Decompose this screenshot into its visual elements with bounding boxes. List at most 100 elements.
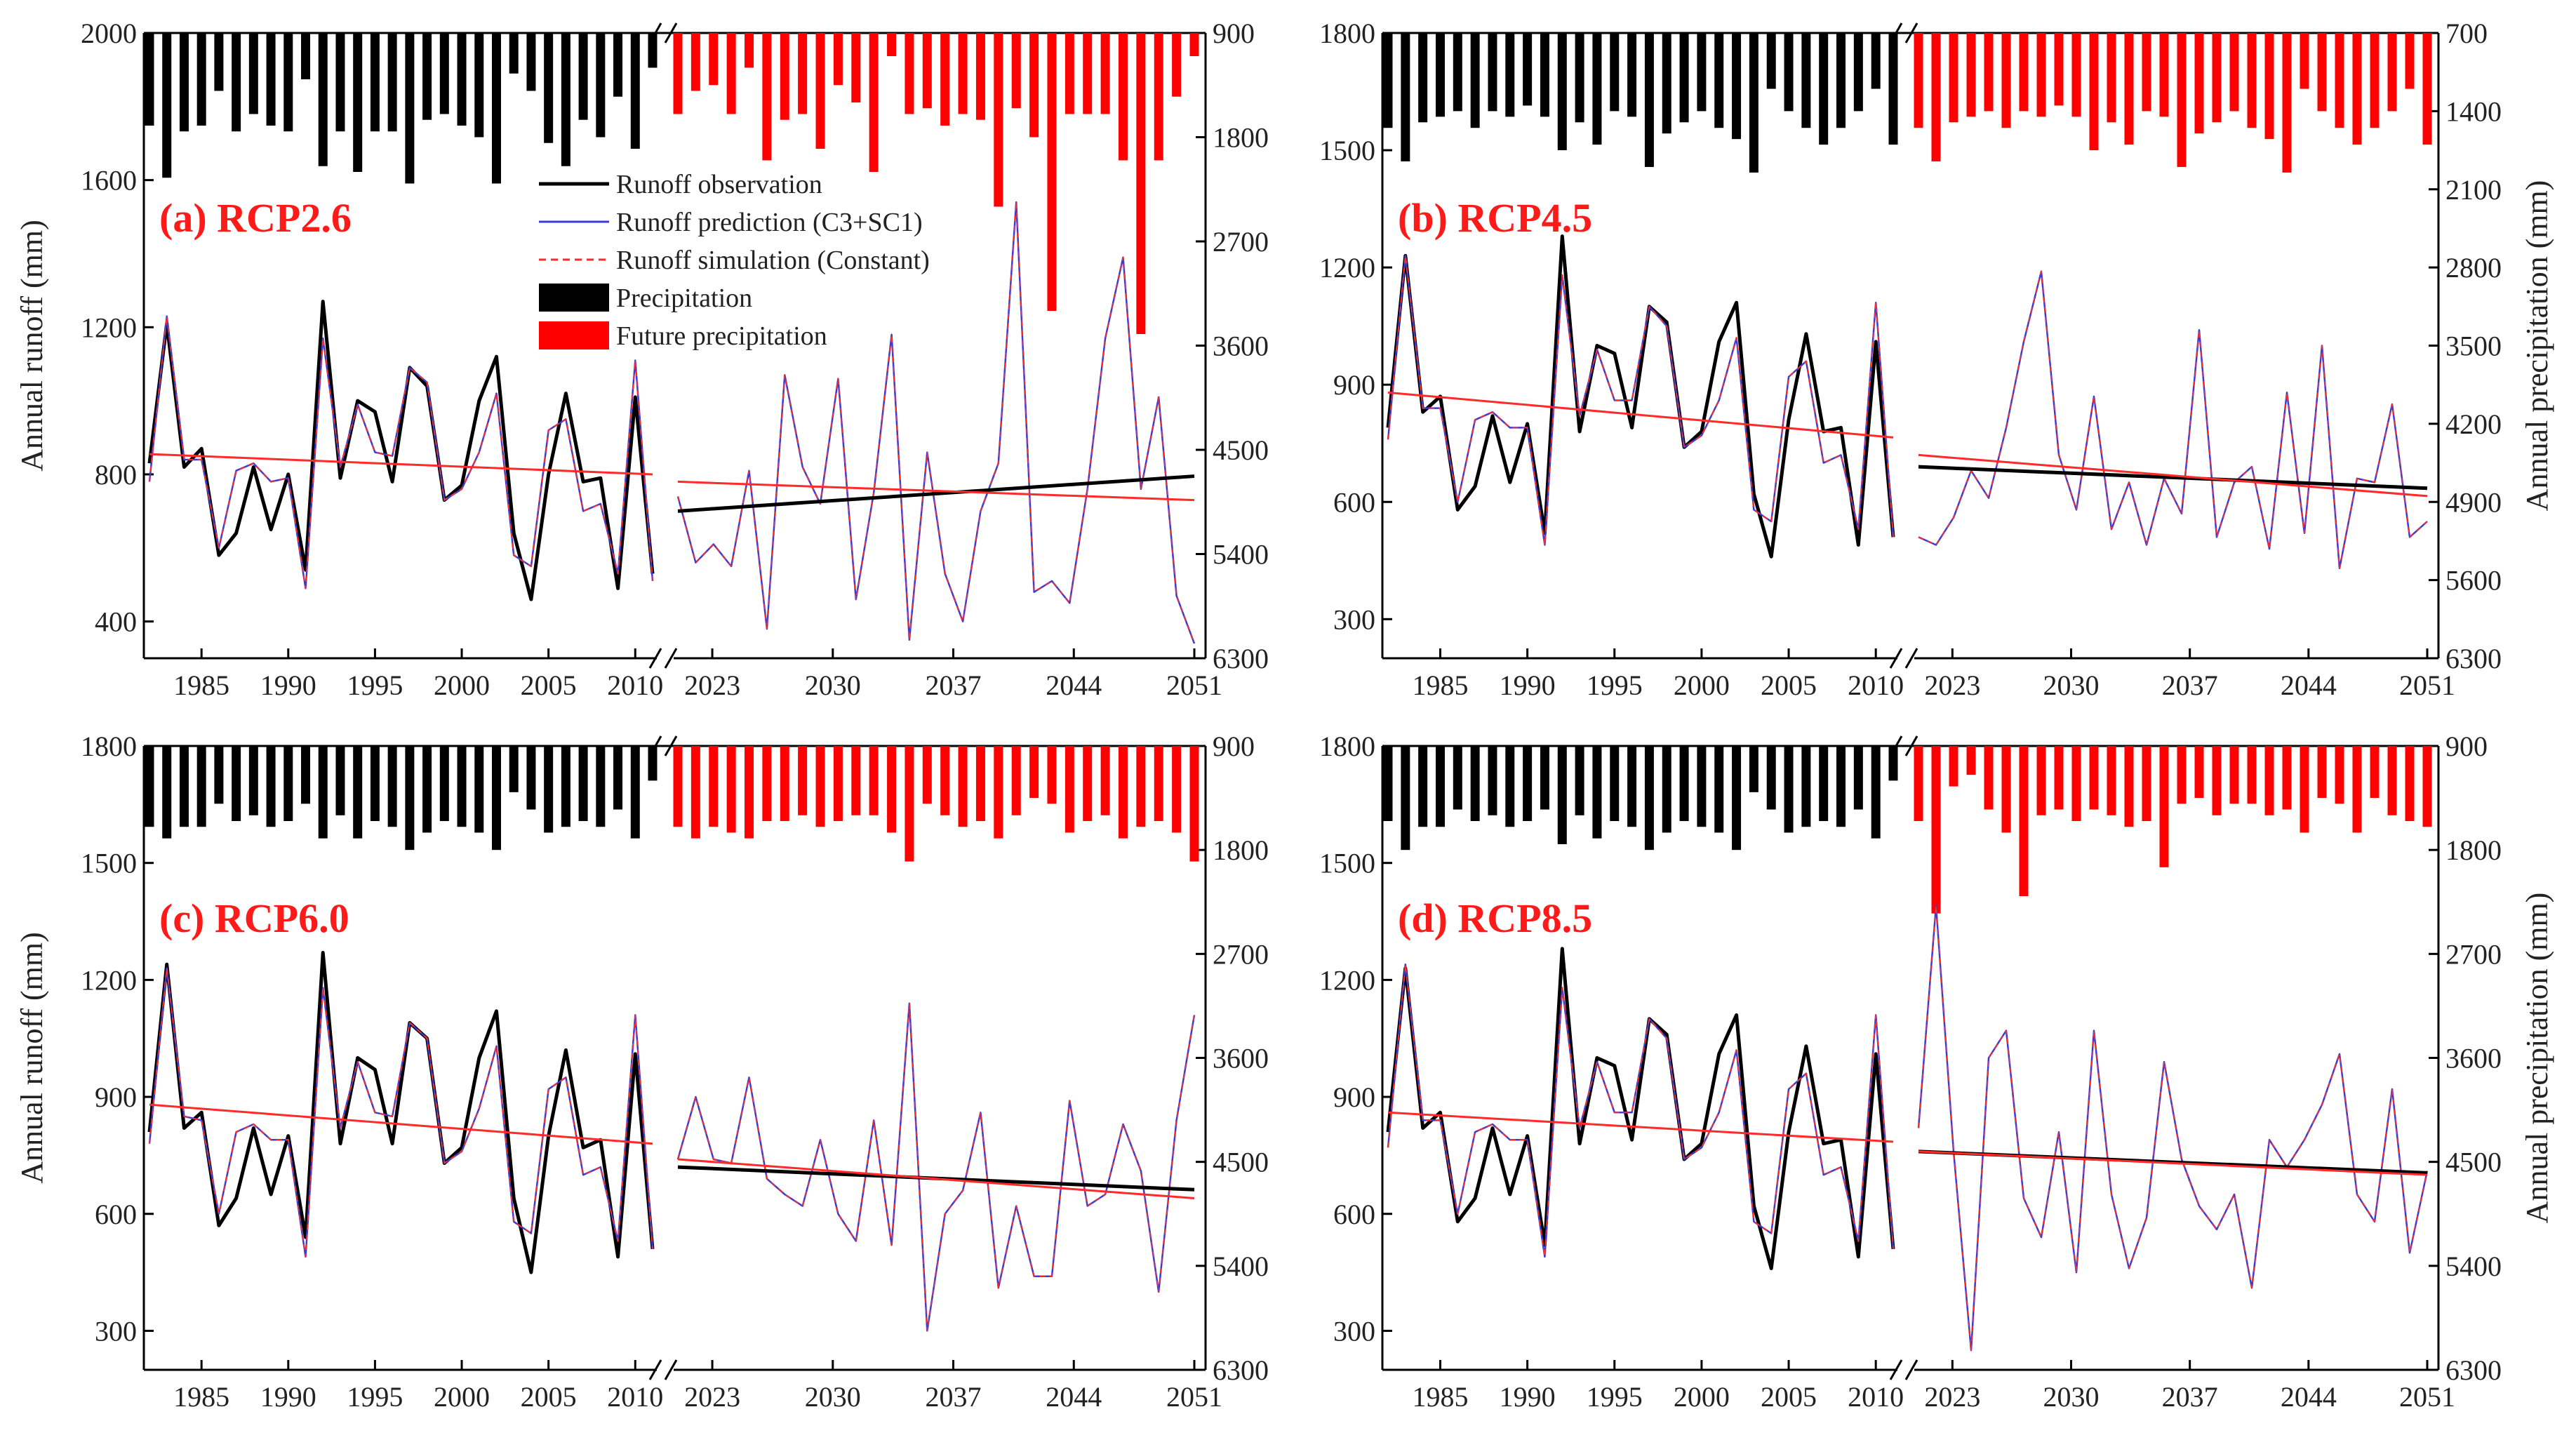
runoff-tick-label: 1500 [1319,135,1375,166]
precip-bar-hist [648,33,658,68]
precip-bar-future [1172,33,1182,97]
precip-bar-hist [1401,33,1410,161]
precip-bar-future [1154,746,1163,822]
runoff-tick-label: 600 [1333,1199,1375,1230]
precip-tick-label: 5400 [1213,539,1269,571]
year-tick-label: 1995 [347,669,403,701]
runoff-tick-label: 1200 [1319,964,1375,996]
precip-bar-future [1949,746,1958,787]
year-tick-label: 2030 [805,669,861,701]
precip-bar-hist [232,746,241,822]
precip-bar-hist [318,746,328,839]
precip-bar-hist [1697,33,1707,112]
precip-bar-future [994,746,1003,839]
precip-bar-future [2054,33,2064,106]
precip-bar-future [2300,746,2309,833]
runoff-tick-label: 300 [1333,604,1375,635]
precip-bar-future [2194,33,2204,134]
precip-bar-future [673,746,683,827]
break-mark-bottom-b [664,648,678,669]
precip-tick-label: 2700 [1213,226,1269,258]
panel-label: (b) RCP4.5 [1398,195,1592,241]
runoff-tick-label: 1200 [81,964,137,996]
year-tick-label: 1995 [1587,1381,1643,1413]
precip-tick-label: 900 [1213,18,1255,49]
precip-tick-label: 1800 [1213,834,1269,866]
precip-bar-hist [1435,33,1445,117]
precip-bar-hist [1679,746,1689,822]
precip-bar-hist [491,746,501,851]
year-tick-label: 2044 [1046,1381,1102,1413]
precip-bar-hist [370,746,380,822]
break-mark-bottom-b [1904,1359,1918,1380]
precip-bar-future [2229,33,2239,112]
break-mark-top-b [664,735,678,756]
precip-tick-label: 6300 [1213,1354,1269,1386]
precip-bar-hist [526,746,536,810]
precip-bar-hist [1557,746,1567,844]
precip-tick-label: 2700 [1213,938,1269,970]
precip-bar-future [780,746,789,822]
precip-bar-hist [474,33,484,138]
precip-bar-hist [474,746,484,833]
precip-bar-hist [370,33,380,132]
runoff-tick-label: 600 [95,1199,137,1230]
runoff-tick-label: 300 [95,1315,137,1347]
runoff-tick-label: 300 [1333,1315,1375,1347]
break-mark-top-b [1904,735,1918,756]
precip-bar-future [2212,746,2222,815]
precip-bar-hist [1644,746,1654,851]
panel-label: (d) RCP8.5 [1398,895,1592,941]
precip-bar-future [1136,746,1146,827]
precip-bar-hist [648,746,658,781]
precip-bar-future [851,746,861,815]
year-tick-label: 2044 [1046,669,1102,701]
year-tick-label: 2005 [521,1381,577,1413]
panel-label: (a) RCP2.6 [159,195,352,241]
precip-bar-future [2317,746,2327,799]
precip-bar-hist [561,33,570,166]
precip-bar-future [2159,33,2169,117]
precip-bar-future [709,33,719,86]
precip-bar-future [1065,746,1074,833]
precip-bar-future [1011,746,1021,815]
precip-bar-future [815,33,825,149]
precip-bar-future [1914,746,1923,822]
precip-bar-hist [405,33,415,184]
future-simulation-line [677,1002,1195,1332]
precip-bar-future [1065,33,1074,114]
precip-bar-hist [353,746,363,839]
precip-tick-label: 5400 [2445,1251,2502,1282]
runoff-simulation-line [149,967,653,1258]
precip-bar-future [2036,746,2046,815]
precip-bar-hist [1853,33,1863,112]
precip-tick-label: 900 [1213,731,1255,762]
precip-bar-hist [1819,33,1829,145]
precip-bar-hist [544,33,554,143]
precip-bar-future [1931,33,1941,161]
precip-bar-future [2177,746,2187,804]
year-tick-label: 2037 [2162,669,2218,701]
precip-bar-hist [578,33,588,120]
precip-bar-future [2071,33,2081,117]
precip-tick-label: 3500 [2445,331,2502,362]
precip-bar-future [1931,746,1941,914]
precip-bar-future [2264,746,2274,815]
precip-bar-hist [1836,746,1846,827]
precip-bar-hist [1871,746,1881,839]
legend-swatch-precipitation [539,284,609,312]
precip-bar-hist [1749,746,1759,792]
precip-bar-hist [179,33,189,132]
precip-bar-future [2282,746,2292,810]
future-simulation-trend-line [677,1158,1195,1200]
precip-bar-future [1047,746,1057,804]
precip-tick-label: 3600 [1213,1043,1269,1074]
precip-bar-hist [196,33,206,126]
precip-bar-hist [232,33,241,132]
precip-bar-hist [596,746,606,827]
runoff-tick-label: 1200 [1319,252,1375,284]
precip-bar-future [1189,746,1199,862]
precip-tick-label: 3600 [1213,331,1269,362]
precip-tick-label: 4200 [2445,408,2502,440]
precip-bar-future [798,33,808,114]
